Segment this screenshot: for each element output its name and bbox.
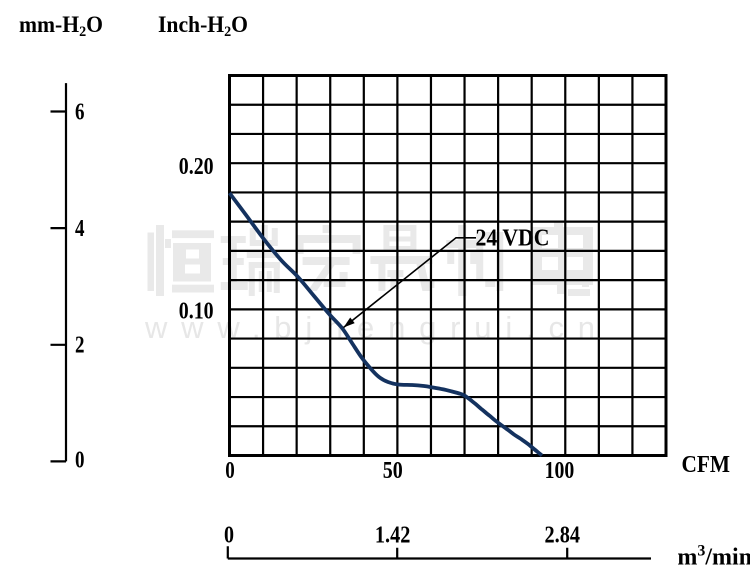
svg-text:0: 0 bbox=[224, 523, 234, 549]
svg-text:mm-H2O: mm-H2O bbox=[19, 12, 103, 40]
svg-text:50: 50 bbox=[383, 458, 403, 484]
svg-text:6: 6 bbox=[75, 99, 85, 125]
svg-text:0: 0 bbox=[225, 458, 235, 484]
svg-text:Inch-H2O: Inch-H2O bbox=[158, 12, 248, 40]
svg-text:2: 2 bbox=[75, 333, 85, 359]
svg-text:4: 4 bbox=[75, 216, 85, 242]
svg-text:0.10: 0.10 bbox=[179, 298, 214, 324]
svg-text:2.84: 2.84 bbox=[545, 523, 581, 549]
svg-text:CFM: CFM bbox=[682, 452, 731, 478]
svg-text:m3/min: m3/min bbox=[677, 543, 750, 571]
svg-text:100: 100 bbox=[545, 458, 575, 484]
svg-text:1.42: 1.42 bbox=[375, 523, 411, 549]
svg-text:24 VDC: 24 VDC bbox=[476, 225, 550, 251]
svg-text:0: 0 bbox=[75, 448, 85, 474]
svg-text:0.20: 0.20 bbox=[179, 154, 214, 180]
